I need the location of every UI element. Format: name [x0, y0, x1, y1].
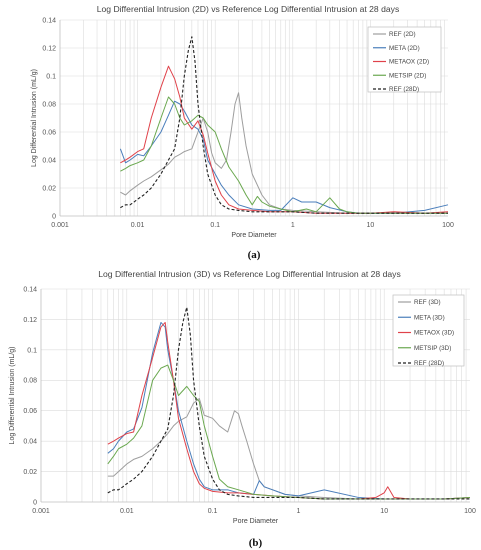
legend-box	[392, 294, 465, 367]
y-tick-label: 0.1	[27, 347, 37, 354]
x-tick-label: 0.1	[208, 508, 218, 515]
x-tick-label: 100	[464, 508, 476, 515]
legend-label: REF (28D)	[389, 86, 419, 93]
x-tick-label: 10	[367, 222, 375, 229]
x-tick-label: 0.01	[131, 222, 145, 229]
legend-label: REF (3D)	[414, 299, 441, 306]
x-tick-label: 1	[296, 508, 300, 515]
x-tick-label: 1	[291, 222, 295, 229]
y-tick-label: 0.12	[23, 317, 37, 324]
x-tick-label: 0.1	[210, 222, 220, 229]
y-tick-label: 0.08	[23, 378, 37, 385]
y-tick-label: 0	[33, 499, 37, 506]
figure-caption: (a)	[248, 249, 261, 261]
series-line-metaox-3d	[107, 321, 471, 500]
y-tick-label: 0.04	[23, 439, 37, 446]
x-tick-label: 0.001	[32, 508, 50, 515]
series-line-meta-3d	[107, 321, 471, 500]
series-line-metsip-3d	[107, 364, 471, 500]
y-tick-label: 0.14	[23, 286, 37, 293]
x-axis-label: Pore Diameter	[231, 232, 277, 239]
chart-1: Log Differential Intrusion (2D) vs Refer…	[31, 4, 454, 261]
y-tick-label: 0.06	[23, 408, 37, 415]
legend-label: REF (28D)	[414, 360, 444, 367]
series-line-ref-2d	[120, 92, 448, 214]
legend-label: METSIP (2D)	[389, 72, 426, 79]
chart-2: Log Differential Intrusion (3D) vs Refer…	[9, 269, 476, 549]
x-tick-label: 100	[442, 222, 454, 229]
legend-label: REF (2D)	[389, 31, 416, 38]
series-line-meta-2d	[119, 100, 449, 214]
figure-caption: (b)	[249, 537, 263, 549]
legend-label: METSIP (3D)	[414, 345, 451, 352]
legend-label: META (2D)	[389, 45, 420, 52]
y-tick-label: 0.02	[23, 469, 37, 476]
chart-title: Log Differential Intrusion (3D) vs Refer…	[98, 269, 401, 279]
series-line-metsip-2d	[120, 96, 448, 214]
x-tick-label: 0.01	[120, 508, 134, 515]
y-axis-label: Log Differential Intrusion (mL/g)	[9, 347, 16, 445]
legend-label: META (3D)	[414, 314, 445, 321]
x-axis-label: Pore Diameter	[233, 518, 279, 525]
series-line-ref-28d	[120, 36, 448, 214]
chart-title: Log Differential Intrusion (2D) vs Refer…	[97, 4, 400, 14]
x-tick-label: 0.001	[51, 222, 69, 229]
y-tick-label: 0	[52, 213, 56, 220]
y-tick-label: 0.04	[42, 157, 56, 164]
y-axis-label: Log Differential Intrusion (mL/g)	[31, 69, 38, 167]
legend-label: METAOX (2D)	[389, 59, 429, 66]
legend-box	[367, 26, 442, 93]
legend: REF (2D) META (2D) METAOX (2D) METSIP (2D) R…	[367, 26, 442, 93]
y-tick-label: 0.02	[42, 185, 56, 192]
y-tick-label: 0.08	[42, 101, 56, 108]
x-tick-label: 10	[380, 508, 388, 515]
y-tick-label: 0.1	[46, 73, 56, 80]
y-tick-label: 0.12	[42, 45, 56, 52]
y-tick-label: 0.06	[42, 129, 56, 136]
y-tick-label: 0.14	[42, 17, 56, 24]
series-line-ref-28d	[107, 306, 470, 500]
series-line-ref-3d	[107, 398, 471, 500]
legend: REF (3D) META (3D) METAOX (3D) METSIP (3D) R…	[392, 294, 465, 367]
legend-label: METAOX (3D)	[414, 330, 454, 337]
